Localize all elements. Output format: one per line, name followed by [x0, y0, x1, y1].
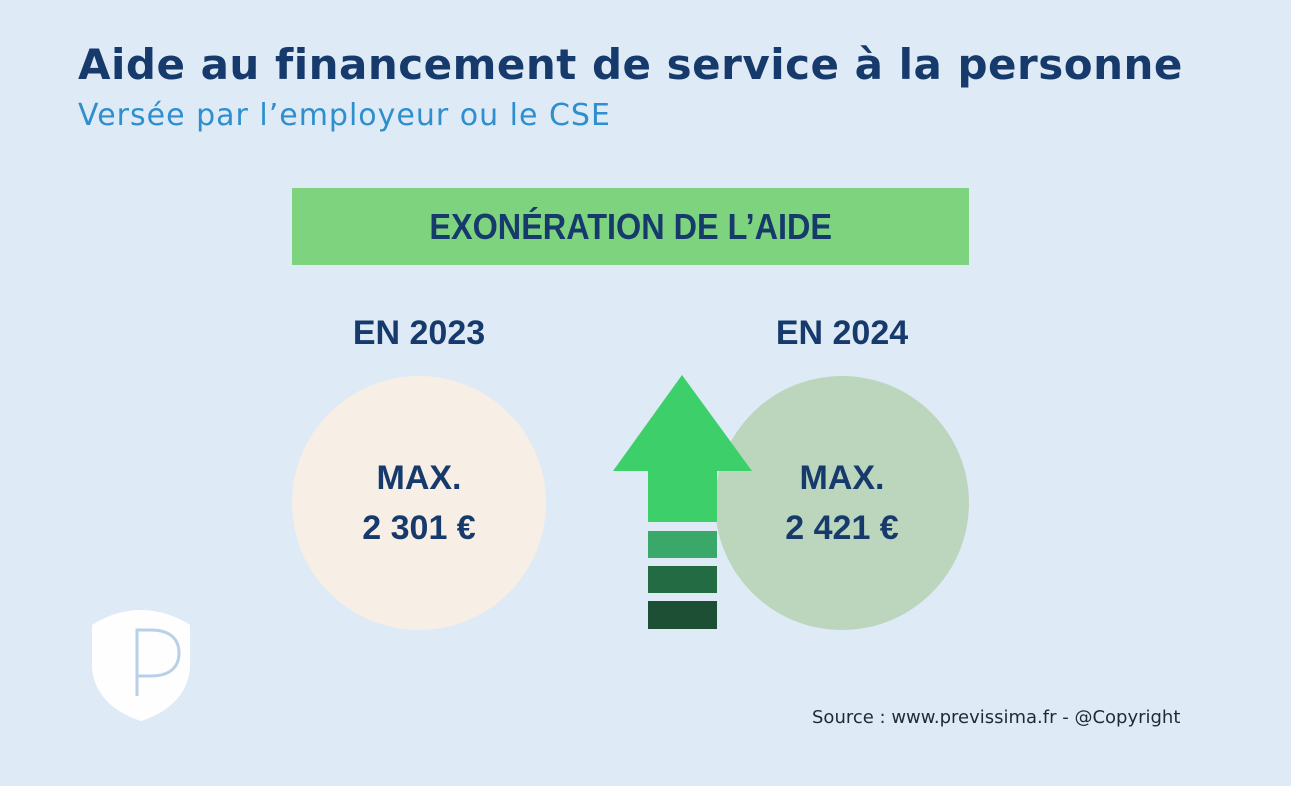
amount-circle-2023: MAX. 2 301 € [292, 376, 546, 630]
year-label-2023: EN 2023 [352, 314, 486, 352]
amount-circle-2024: MAX. 2 421 € [715, 376, 969, 630]
amount-value: 2 421 € [785, 509, 899, 547]
exoneration-banner: EXONÉRATION DE L’AIDE [292, 188, 969, 265]
amount-value: 2 301 € [362, 509, 476, 547]
page-subtitle: Versée par l’employeur ou le CSE [78, 98, 611, 133]
max-label: MAX. [799, 459, 885, 497]
max-label: MAX. [376, 459, 462, 497]
page-title: Aide au financement de service à la pers… [78, 40, 1183, 89]
up-arrow-icon [613, 375, 752, 629]
source-credit: Source : www.previssima.fr - @Copyright [812, 707, 1181, 728]
shield-p-logo [92, 610, 190, 721]
year-label-2024: EN 2024 [775, 314, 909, 352]
banner-label: EXONÉRATION DE L’AIDE [429, 205, 832, 247]
